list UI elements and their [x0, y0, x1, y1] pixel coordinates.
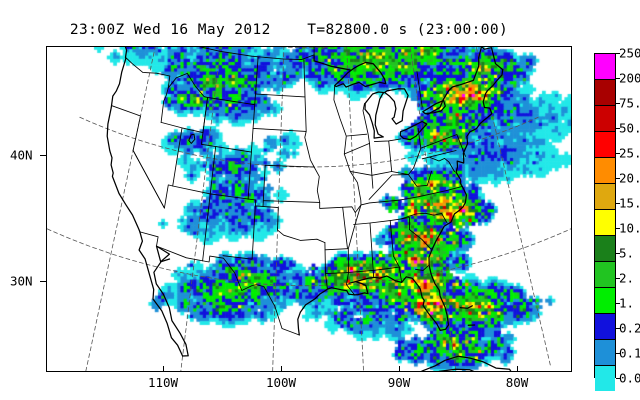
- colorbar-tick-label-4: 25.: [619, 145, 640, 161]
- x-tick-mark-0: [163, 366, 164, 372]
- colorbar-band-7: [595, 236, 615, 262]
- colorbar-tick-label-6: 15.: [619, 195, 640, 211]
- colorbar-tick-mark-13: [616, 378, 620, 379]
- colorbar-tick-mark-0: [616, 53, 620, 54]
- colorbar-band-10: [595, 314, 615, 340]
- map-panel: [46, 46, 572, 372]
- colorbar-band-5: [595, 184, 615, 210]
- colorbar-band-4: [595, 158, 615, 184]
- colorbar-tick-label-11: 0.25: [619, 320, 640, 336]
- colorbar: [594, 53, 616, 391]
- colorbar-tick-mark-4: [616, 153, 620, 154]
- colorbar-tick-label-2: 75.: [619, 95, 640, 111]
- colorbar-tick-label-8: 5.: [619, 245, 635, 261]
- y-tick-mark-0: [40, 155, 46, 156]
- colorbar-tick-label-0: 250.: [619, 45, 640, 61]
- colorbar-band-9: [595, 288, 615, 314]
- colorbar-band-0: [595, 54, 615, 80]
- y-tick-label-0: 40N: [10, 147, 33, 163]
- figure-title: 23:00Z Wed 16 May 2012 T=82800.0 s (23:0…: [69, 22, 509, 38]
- x-tick-mark-1: [281, 366, 282, 372]
- x-tick-label-2: 90W: [387, 375, 411, 390]
- colorbar-tick-label-3: 50.: [619, 120, 640, 136]
- colorbar-band-2: [595, 106, 615, 132]
- colorbar-tick-label-12: 0.10: [619, 345, 640, 361]
- colorbar-tick-mark-5: [616, 178, 620, 179]
- colorbar-tick-mark-10: [616, 303, 620, 304]
- colorbar-tick-label-10: 1.: [619, 295, 635, 311]
- colorbar-tick-label-7: 10.: [619, 220, 640, 236]
- x-tick-mark-2: [399, 366, 400, 372]
- y-tick-mark-1: [40, 281, 46, 282]
- colorbar-tick-label-13: 0.01: [619, 370, 640, 386]
- geography-overlay: [46, 46, 572, 372]
- colorbar-band-3: [595, 132, 615, 158]
- colorbar-band-12: [595, 366, 615, 391]
- colorbar-band-6: [595, 210, 615, 236]
- colorbar-tick-mark-9: [616, 278, 620, 279]
- colorbar-tick-label-5: 20.: [619, 170, 640, 186]
- colorbar-band-11: [595, 340, 615, 366]
- colorbar-tick-mark-3: [616, 128, 620, 129]
- colorbar-tick-mark-6: [616, 203, 620, 204]
- colorbar-tick-mark-11: [616, 328, 620, 329]
- colorbar-tick-mark-1: [616, 78, 620, 79]
- x-tick-label-3: 80W: [505, 375, 529, 390]
- x-tick-label-1: 100W: [265, 375, 297, 390]
- colorbar-tick-mark-7: [616, 228, 620, 229]
- precipitation-field: [46, 46, 572, 372]
- x-tick-label-0: 110W: [147, 375, 179, 390]
- y-tick-label-1: 30N: [10, 273, 33, 289]
- colorbar-tick-mark-2: [616, 103, 620, 104]
- colorbar-tick-label-9: 2.: [619, 270, 635, 286]
- colorbar-tick-label-1: 200.: [619, 70, 640, 86]
- colorbar-tick-mark-12: [616, 353, 620, 354]
- colorbar-tick-mark-8: [616, 253, 620, 254]
- x-tick-mark-3: [517, 366, 518, 372]
- colorbar-band-8: [595, 262, 615, 288]
- colorbar-band-1: [595, 80, 615, 106]
